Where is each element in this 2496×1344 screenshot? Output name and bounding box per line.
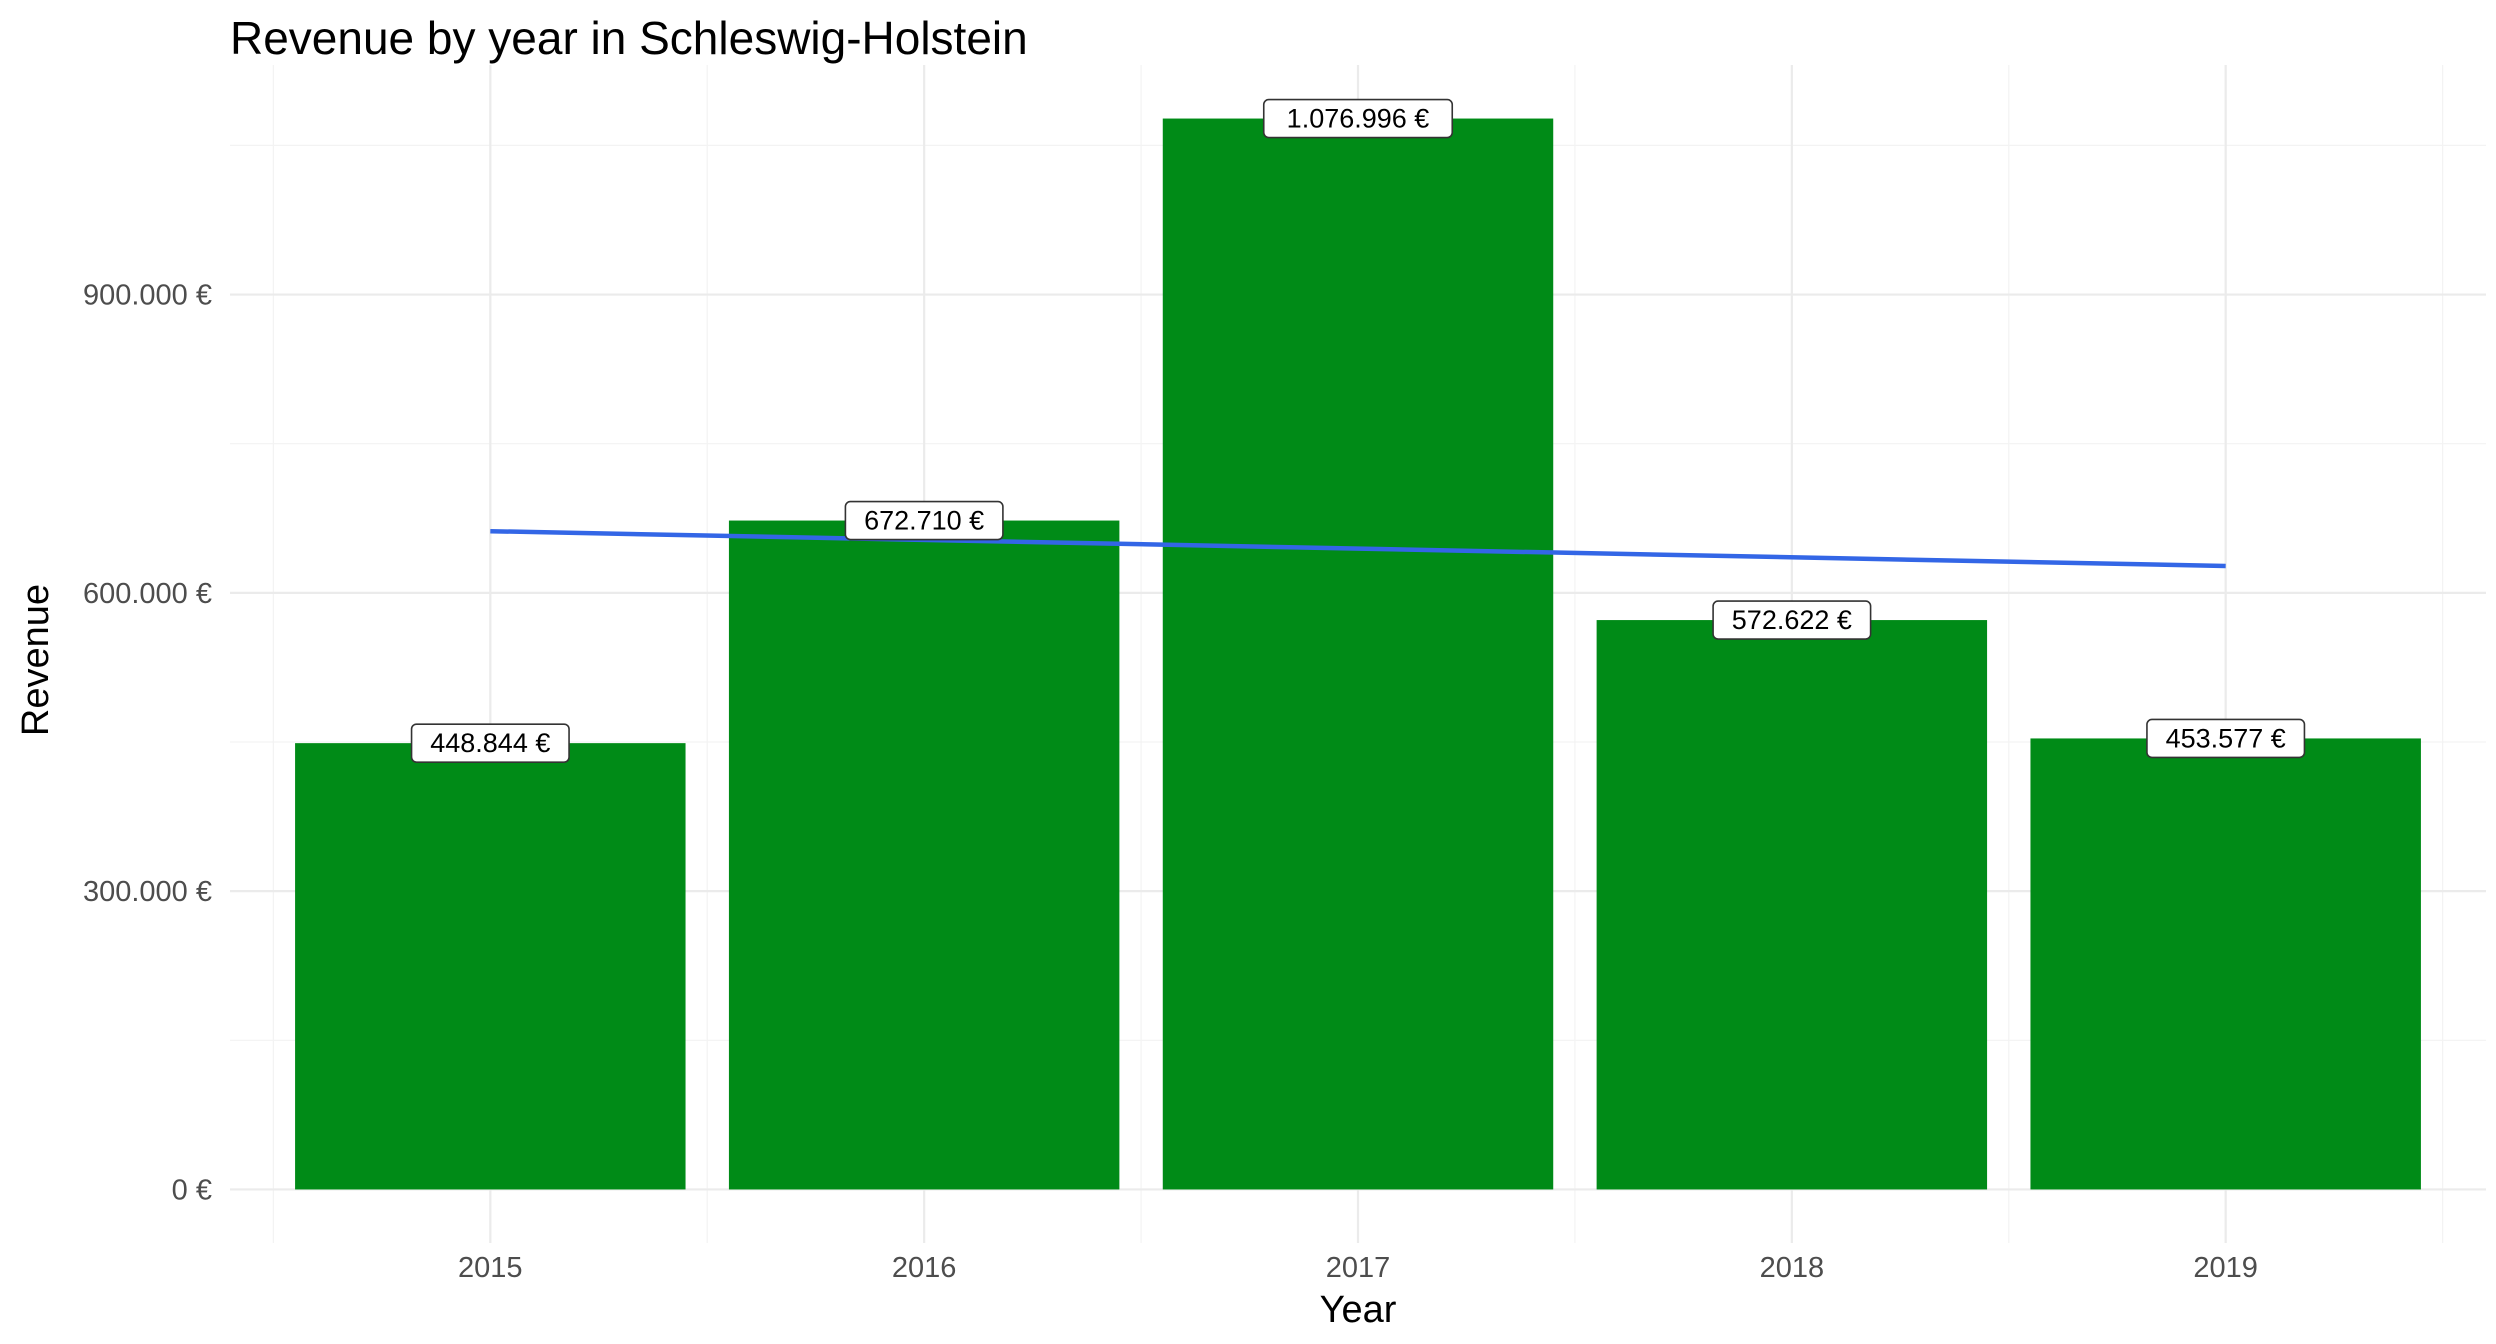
data-label-box	[844, 500, 1004, 541]
y-tick-label: 0 €	[172, 1174, 212, 1206]
data-label-2018: 572.622 €	[1712, 600, 1872, 640]
data-label-text: 453.577 €	[2166, 723, 2286, 753]
bar-2015	[295, 743, 686, 1190]
data-label-box	[2146, 718, 2306, 759]
data-label-text: 1.076.996 €	[1287, 104, 1430, 134]
data-label-2017: 1.076.996 €	[1262, 98, 1454, 139]
bars	[295, 118, 2421, 1190]
x-tick-label: 2019	[2193, 1252, 2258, 1284]
data-label-box	[1712, 600, 1872, 640]
data-label-box	[410, 723, 570, 763]
data-label-2019: 453.577 €	[2146, 718, 2306, 759]
x-tick-label: 2018	[1760, 1252, 1825, 1284]
data-label-text: 572.622 €	[1732, 605, 1852, 635]
y-axis-ticks: 0 € 300.000 € 600.000 € 900.000 €	[83, 280, 212, 1207]
bar-2017	[1162, 118, 1554, 1190]
x-tick-label: 2016	[892, 1252, 957, 1284]
trend-line	[490, 528, 2226, 569]
chart-title: Revenue by year in Schleswig-Holstein	[230, 12, 1028, 64]
data-label-2016: 672.710 €	[844, 500, 1004, 541]
y-axis-title: Revenue	[15, 584, 57, 736]
data-label-2015: 448.844 €	[410, 723, 570, 763]
y-tick-label: 600.000 €	[83, 578, 212, 610]
data-label-text: 448.844 €	[430, 728, 550, 758]
trend-line-group	[490, 528, 2226, 569]
y-tick-label: 900.000 €	[83, 280, 212, 312]
x-axis-ticks: 2015 2016 2017 2018 2019	[458, 1252, 2258, 1284]
bar-2019	[2030, 738, 2421, 1190]
x-axis-title: Year	[1320, 1289, 1397, 1331]
bar-2018	[1596, 620, 1988, 1190]
data-labels: 448.844 € 672.710 € 1.076.996 € 572.622 € 45…	[410, 98, 2306, 763]
data-label-box	[1262, 98, 1454, 139]
y-tick-label: 300.000 €	[83, 876, 212, 908]
bar-2016	[728, 520, 1120, 1190]
x-tick-label: 2017	[1326, 1252, 1391, 1284]
data-label-text: 672.710 €	[864, 506, 984, 536]
x-tick-label: 2015	[458, 1252, 523, 1284]
